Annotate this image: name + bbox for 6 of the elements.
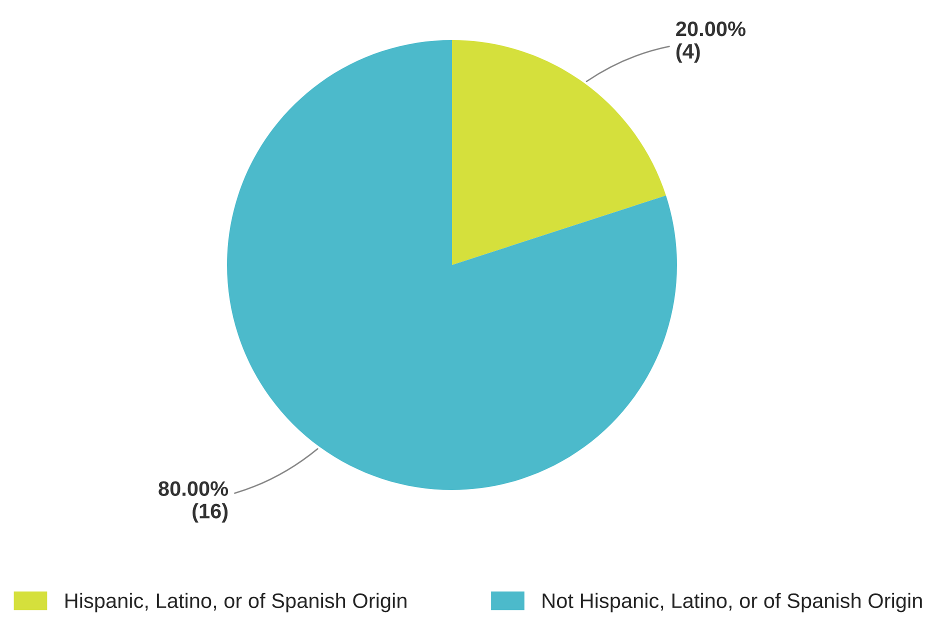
data-label: 80.00% (16) — [158, 481, 228, 523]
pie-slice — [227, 40, 677, 490]
legend-label: Not Hispanic, Latino, or of Spanish Origin — [542, 592, 922, 612]
pie-slice — [452, 40, 666, 265]
data-label: 20.00% (4) — [676, 21, 746, 63]
legend-label: Hispanic, Latino, or of Spanish Origin — [66, 592, 406, 612]
